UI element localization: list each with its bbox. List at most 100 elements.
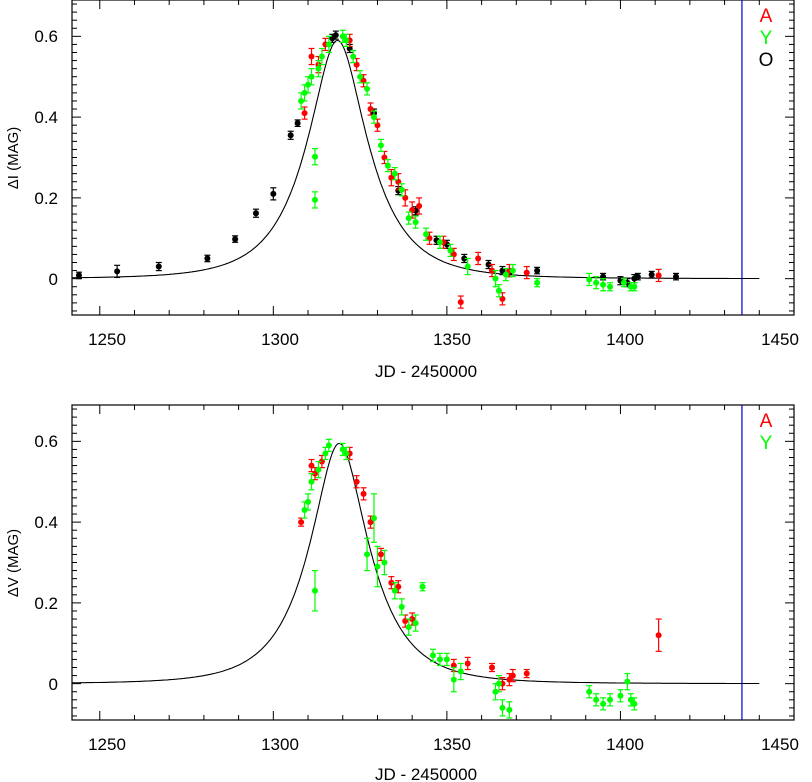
data-point (412, 215, 419, 229)
data-point (204, 254, 211, 263)
data-point (360, 487, 367, 501)
data-point (593, 693, 600, 707)
legend-entry-o: O (759, 50, 774, 71)
point-marker (412, 219, 419, 226)
data-point (364, 537, 371, 572)
data-point (388, 576, 395, 590)
data-point (419, 582, 426, 592)
y-axis-label: ΔI (MAG) (5, 127, 22, 190)
legend-entry-a: A (760, 6, 773, 27)
y-axis-label: ΔV (MAG) (5, 529, 22, 597)
point-marker (419, 583, 426, 590)
point-marker (464, 660, 471, 667)
i-band-panel: 1250 1300 1350 1400 1450 0 0.2 0.4 0.6 J… (5, 0, 799, 381)
point-marker (155, 263, 162, 270)
point-marker (301, 89, 308, 96)
data-point (617, 689, 624, 703)
data-point (301, 106, 308, 120)
data-point (485, 259, 492, 270)
point-marker (620, 279, 627, 286)
data-point (398, 598, 405, 616)
point-marker (370, 114, 377, 121)
axis-ticks (72, 0, 795, 315)
data-point (461, 253, 468, 264)
point-marker (294, 120, 301, 127)
data-point (672, 272, 679, 281)
point-marker (360, 490, 367, 497)
y-tick-label: 0.6 (34, 27, 58, 46)
data-point (381, 549, 388, 576)
data-point (586, 685, 593, 699)
x-tick-label: 1450 (761, 735, 799, 754)
data-point (600, 697, 607, 711)
data-point (308, 47, 315, 66)
point-marker (308, 478, 315, 485)
data-point (377, 138, 384, 153)
point-marker (308, 73, 315, 80)
data-point (308, 68, 315, 86)
legend-entry-y: Y (760, 28, 773, 49)
point-marker (534, 279, 541, 286)
point-marker (308, 53, 315, 60)
y-tick-label: 0 (49, 270, 58, 289)
data-point (492, 269, 499, 288)
point-marker (586, 688, 593, 695)
data-point (495, 284, 502, 298)
data-point (499, 292, 506, 306)
data-point (443, 652, 450, 667)
data-point (114, 264, 121, 279)
data-point (391, 166, 398, 181)
data-point (357, 70, 364, 84)
point-marker (364, 551, 371, 558)
series-y (298, 29, 638, 298)
data-point (315, 59, 322, 78)
point-marker (489, 267, 496, 274)
point-marker (381, 559, 388, 566)
point-marker (509, 267, 516, 274)
point-marker (391, 170, 398, 177)
point-marker (499, 704, 506, 711)
data-point (593, 276, 600, 290)
data-point (350, 49, 357, 64)
data-point (305, 76, 312, 94)
model-curve-path (72, 39, 760, 280)
point-marker (495, 287, 502, 294)
data-point (311, 148, 318, 166)
v-band-panel: 1250 1300 1350 1400 1450 0 0.2 0.4 0.6 J… (5, 404, 799, 782)
data-point (391, 582, 398, 600)
data-point (287, 130, 294, 140)
series-a (301, 33, 662, 309)
point-marker (204, 255, 211, 262)
point-marker (600, 700, 607, 707)
point-marker (436, 239, 443, 246)
data-point (298, 517, 305, 527)
point-marker (593, 696, 600, 703)
data-point (294, 119, 301, 128)
point-marker (388, 579, 395, 586)
point-marker (374, 563, 381, 570)
point-marker (436, 656, 443, 663)
data-point (607, 282, 614, 292)
data-point (395, 580, 402, 594)
series-a (298, 446, 662, 691)
data-point (311, 569, 318, 612)
point-marker (412, 620, 419, 627)
point-marker (311, 153, 318, 160)
data-points (298, 438, 662, 719)
point-marker (624, 678, 631, 685)
data-point (308, 473, 315, 491)
point-marker (607, 696, 614, 703)
data-point (600, 278, 607, 292)
point-marker (405, 215, 412, 222)
data-point (631, 697, 638, 711)
data-point (155, 261, 162, 272)
point-marker (509, 672, 516, 679)
point-marker (492, 275, 499, 282)
point-marker (502, 271, 509, 278)
point-marker (343, 450, 350, 457)
data-point (624, 672, 631, 691)
point-marker (370, 515, 377, 522)
point-marker (325, 442, 332, 449)
data-point (412, 614, 419, 632)
data-point (433, 235, 440, 245)
